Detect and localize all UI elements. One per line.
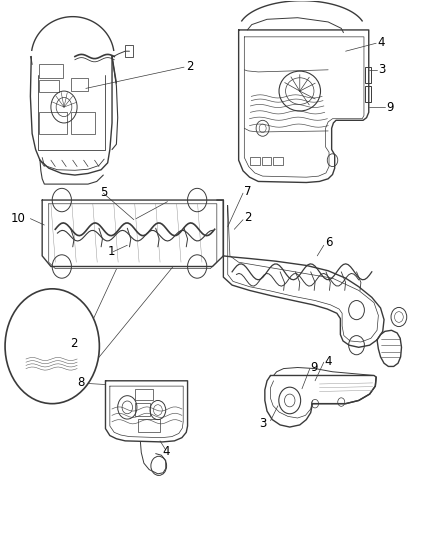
Bar — [262, 157, 272, 165]
Text: 3: 3 — [260, 417, 267, 430]
Text: 4: 4 — [163, 445, 170, 458]
Text: 7: 7 — [244, 185, 251, 198]
Bar — [135, 403, 150, 416]
Bar — [273, 157, 283, 165]
Bar — [42, 306, 53, 316]
Bar — [365, 86, 371, 102]
Bar — [251, 157, 260, 165]
Bar — [138, 418, 160, 432]
Bar — [39, 80, 59, 92]
Bar — [135, 389, 152, 400]
Bar — [30, 309, 47, 319]
Text: 1: 1 — [108, 245, 115, 258]
Text: 2: 2 — [244, 211, 252, 224]
Bar — [32, 335, 43, 346]
Bar — [365, 67, 371, 83]
Bar — [125, 45, 133, 56]
Text: 2: 2 — [70, 337, 77, 350]
Bar — [30, 320, 51, 332]
Text: 10: 10 — [11, 212, 25, 225]
Bar — [71, 78, 88, 91]
Text: 3: 3 — [378, 63, 385, 76]
Text: 8: 8 — [78, 376, 85, 389]
Bar — [44, 316, 57, 329]
Text: 9: 9 — [386, 101, 393, 114]
Text: 5: 5 — [100, 185, 108, 199]
Bar — [39, 112, 67, 134]
Text: 2: 2 — [186, 60, 194, 72]
Bar — [31, 350, 49, 365]
Text: 4: 4 — [377, 36, 385, 49]
Circle shape — [5, 289, 99, 403]
Bar — [71, 112, 95, 134]
Bar — [39, 64, 63, 78]
Text: 6: 6 — [325, 236, 332, 249]
Text: 4: 4 — [325, 354, 332, 368]
Text: 9: 9 — [311, 361, 318, 374]
